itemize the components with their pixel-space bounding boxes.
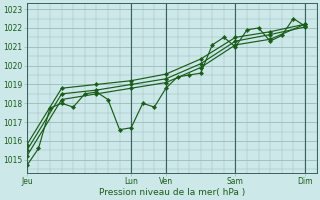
X-axis label: Pression niveau de la mer( hPa ): Pression niveau de la mer( hPa ) — [99, 188, 245, 197]
